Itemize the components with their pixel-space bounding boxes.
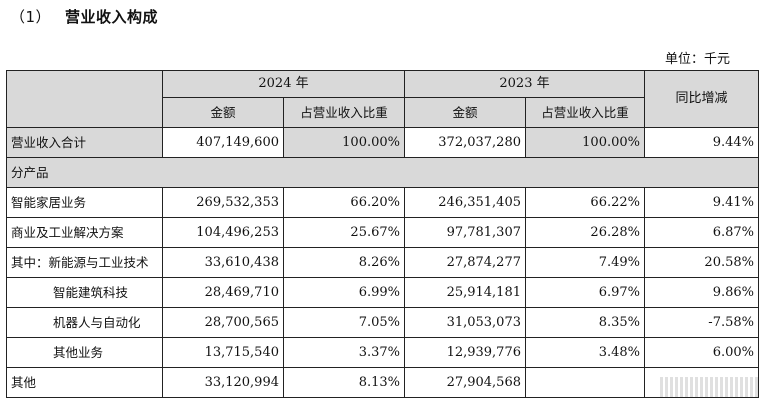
row-label: 智能建筑科技 — [6, 277, 163, 308]
table-row: 其他 33,120,994 8.13% 27,904,568 — [6, 367, 759, 398]
table-row: 分产品 — [6, 157, 759, 188]
row-label: 营业收入合计 — [6, 127, 163, 158]
header-share-2023: 占营业收入比重 — [525, 97, 645, 128]
yoy-change: 9.44% — [644, 127, 759, 158]
table-row: 智能建筑科技 28,469,710 6.99% 25,914,181 6.97%… — [6, 277, 759, 308]
row-label: 其中：新能源与工业技术 — [6, 247, 163, 278]
yoy-change: 9.41% — [644, 187, 759, 218]
header-amount-2024: 金额 — [162, 97, 284, 128]
amount-2023: 246,351,405 — [404, 187, 526, 218]
amount-2023: 31,053,073 — [404, 307, 526, 338]
share-2024: 7.05% — [283, 307, 405, 338]
row-label: 机器人与自动化 — [6, 307, 163, 338]
amount-2024: 33,610,438 — [162, 247, 284, 278]
table-row: 其他业务 13,715,540 3.37% 12,939,776 3.48% 6… — [6, 337, 759, 368]
row-label: 商业及工业解决方案 — [6, 217, 163, 248]
header-yoy: 同比增减 — [644, 70, 759, 128]
table-row: 其中：新能源与工业技术 33,610,438 8.26% 27,874,277 … — [6, 247, 759, 278]
row-label: 智能家居业务 — [6, 187, 163, 218]
table-row: 智能家居业务 269,532,353 66.20% 246,351,405 66… — [6, 187, 759, 218]
amount-2023: 12,939,776 — [404, 337, 526, 368]
share-2024: 6.99% — [283, 277, 405, 308]
header-year-2023: 2023 年 — [404, 70, 645, 98]
amount-2023: 97,781,307 — [404, 217, 526, 248]
share-2023: 8.35% — [525, 307, 645, 338]
share-2024: 66.20% — [283, 187, 405, 218]
watermark-stripes — [608, 374, 758, 400]
amount-2024: 104,496,253 — [162, 217, 284, 248]
yoy-change: 9.86% — [644, 277, 759, 308]
amount-2024: 13,715,540 — [162, 337, 284, 368]
yoy-change: 6.00% — [644, 337, 759, 368]
amount-2024: 407,149,600 — [162, 127, 284, 158]
share-2023: 66.22% — [525, 187, 645, 218]
share-2024: 8.13% — [283, 367, 405, 398]
yoy-change: 20.58% — [644, 247, 759, 278]
yoy-change: 6.87% — [644, 217, 759, 248]
share-2024: 25.67% — [283, 217, 405, 248]
share-2023: 100.00% — [525, 127, 645, 158]
amount-2024: 28,700,565 — [162, 307, 284, 338]
amount-2024: 269,532,353 — [162, 187, 284, 218]
table-row: 营业收入合计 407,149,600 100.00% 372,037,280 1… — [6, 127, 759, 158]
row-label: 其他业务 — [6, 337, 163, 368]
share-2023: 26.28% — [525, 217, 645, 248]
amount-2024: 28,469,710 — [162, 277, 284, 308]
yoy-change: -7.58% — [644, 307, 759, 338]
amount-2023: 27,874,277 — [404, 247, 526, 278]
unit-label: 单位：千元 — [664, 52, 730, 67]
header-blank — [6, 70, 163, 128]
share-2023: 7.49% — [525, 247, 645, 278]
amount-2023: 25,914,181 — [404, 277, 526, 308]
amount-2023: 372,037,280 — [404, 127, 526, 158]
share-2024: 8.26% — [283, 247, 405, 278]
table-row: 商业及工业解决方案 104,496,253 25.67% 97,781,307 … — [6, 217, 759, 248]
section-title: 营业收入构成 — [65, 8, 159, 26]
share-2023: 6.97% — [525, 277, 645, 308]
amount-2023: 27,904,568 — [404, 367, 526, 398]
amount-2024: 33,120,994 — [162, 367, 284, 398]
row-label: 其他 — [6, 367, 163, 398]
header-amount-2023: 金额 — [404, 97, 526, 128]
share-2024: 100.00% — [283, 127, 405, 158]
share-2023: 3.48% — [525, 337, 645, 368]
revenue-composition-table: 2024 年 2023 年 同比增减 金额 占营业收入比重 金额 占营业收入比重… — [6, 70, 759, 398]
table-row: 机器人与自动化 28,700,565 7.05% 31,053,073 8.35… — [6, 307, 759, 338]
header-year-2024: 2024 年 — [162, 70, 405, 98]
header-share-2024: 占营业收入比重 — [283, 97, 405, 128]
share-2024: 3.37% — [283, 337, 405, 368]
section-heading: （1） 营业收入构成 — [10, 6, 158, 27]
section-label: 分产品 — [6, 157, 759, 188]
section-number: （1） — [10, 8, 52, 26]
